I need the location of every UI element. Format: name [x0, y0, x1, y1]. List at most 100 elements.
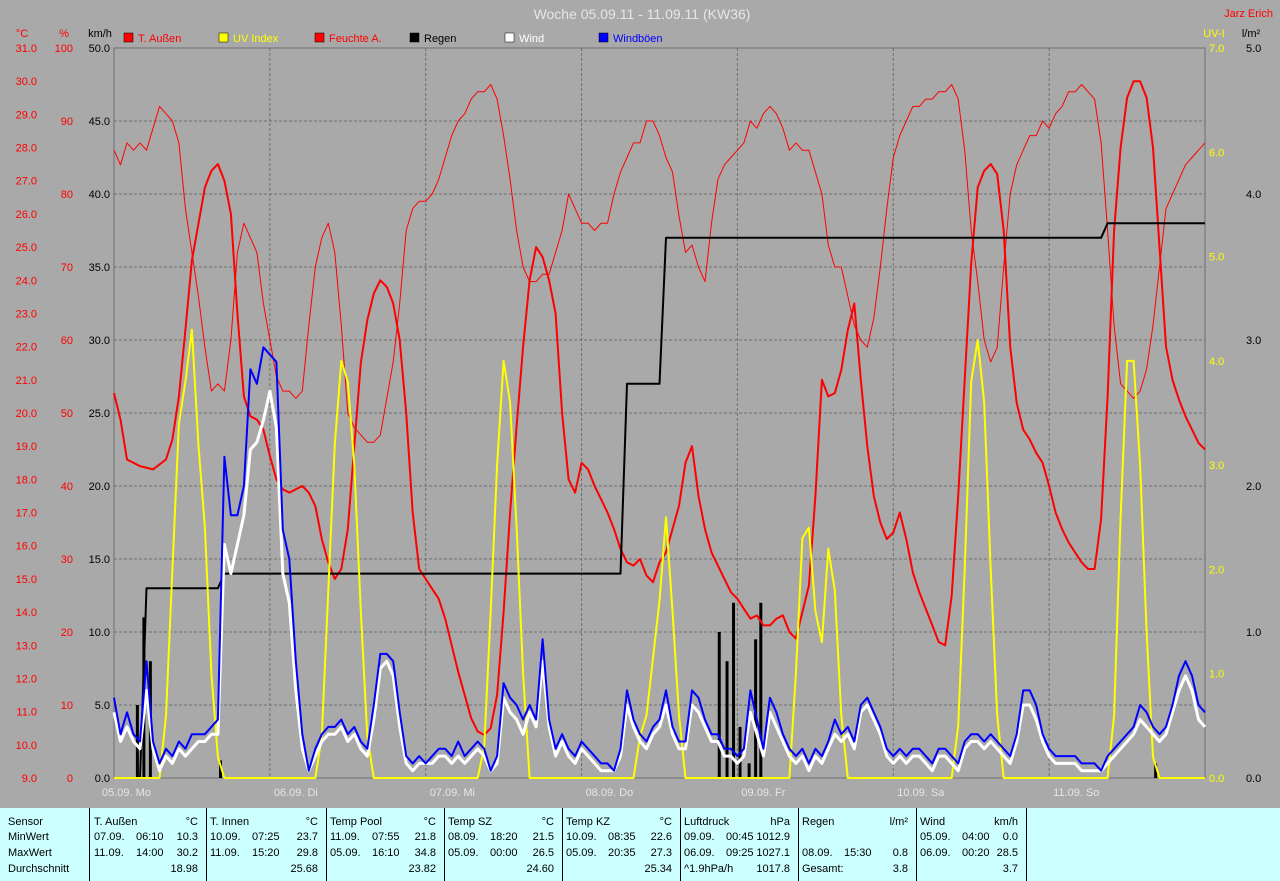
rain-bar — [135, 705, 139, 778]
rain-bar — [725, 661, 729, 778]
stats-date: 10.09. — [210, 831, 241, 843]
stats-average: 24.60 — [526, 863, 554, 875]
stats-unit: °C — [305, 816, 318, 828]
stats-time: 16:10 — [372, 847, 400, 859]
tick-temp: 14.0 — [16, 607, 37, 619]
tick-rain: 3.0 — [1246, 335, 1261, 347]
stats-date: 08.09. — [448, 831, 479, 843]
stats-average: 25.34 — [644, 863, 672, 875]
author-label: Jarz Erich — [1224, 8, 1273, 20]
stats-date: 06.09. — [920, 847, 951, 859]
tick-temp: 13.0 — [16, 640, 37, 652]
tick-temp: 28.0 — [16, 143, 37, 155]
legend-swatch — [123, 32, 134, 43]
stats-value: 27.3 — [650, 847, 672, 859]
unit-label-uv: UV-I — [1203, 28, 1224, 40]
legend-label: Wind — [519, 33, 544, 45]
tick-temp: 20.0 — [16, 408, 37, 420]
stats-unit: l/m² — [889, 816, 908, 828]
stats-sensor-name: Wind — [920, 816, 946, 828]
stats-value: 29.8 — [296, 847, 318, 859]
stats-value: 28.5 — [996, 847, 1018, 859]
stats-column-separator — [916, 808, 917, 881]
stats-time: 00:45 — [726, 831, 754, 843]
tick-wind: 30.0 — [89, 335, 110, 347]
tick-humidity: 60 — [61, 335, 73, 347]
tick-temp: 22.0 — [16, 342, 37, 354]
stats-date: 05.09. — [566, 847, 597, 859]
stats-sensor-name: Luftdruck — [684, 816, 730, 828]
tick-wind: 10.0 — [89, 627, 110, 639]
legend-label: Windböen — [613, 33, 663, 45]
series-line-uv-index — [114, 328, 1205, 779]
stats-sensor-name: Regen — [802, 816, 835, 828]
stats-time: 15:30 — [844, 847, 872, 859]
rain-bar — [747, 763, 751, 778]
stats-time: 06:10 — [136, 831, 164, 843]
stats-time: 00:20 — [962, 847, 990, 859]
tick-wind: 35.0 — [89, 262, 110, 274]
tick-rain: 4.0 — [1246, 189, 1261, 201]
legend-label: Regen — [424, 33, 456, 45]
stats-time: 15:20 — [252, 847, 280, 859]
stats-average: 3.8 — [892, 863, 908, 875]
stats-average: 18.98 — [170, 863, 198, 875]
legend-label: UV Index — [233, 33, 279, 45]
stats-date: 05.09. — [448, 847, 479, 859]
tick-humidity: 10 — [61, 700, 73, 712]
stats-avg-label: Gesamt: — [802, 863, 844, 875]
stats-time: 00:00 — [490, 847, 518, 859]
legend-swatch — [598, 32, 609, 43]
tick-humidity: 30 — [61, 554, 73, 566]
tick-day: 10.09. Sa — [897, 787, 945, 799]
rain-bar — [732, 602, 736, 778]
stats-avg-label: ^1.9hPa/h — [684, 863, 734, 875]
tick-temp: 25.0 — [16, 242, 37, 254]
tick-uv: 3.0 — [1209, 460, 1224, 472]
stats-unit: °C — [185, 816, 198, 828]
tick-humidity: 90 — [61, 116, 73, 128]
series-line-regen — [114, 222, 1205, 779]
tick-day: 08.09. Do — [586, 787, 634, 799]
stats-time: 08:35 — [608, 831, 636, 843]
stats-sensor-name: Temp KZ — [566, 816, 611, 828]
stats-date: 08.09. — [802, 847, 833, 859]
tick-temp: 26.0 — [16, 209, 37, 221]
tick-day: 06.09. Di — [274, 787, 318, 799]
tick-uv: 7.0 — [1209, 43, 1224, 55]
tick-temp: 23.0 — [16, 308, 37, 320]
tick-wind: 20.0 — [89, 481, 110, 493]
tick-temp: 18.0 — [16, 474, 37, 486]
stats-value: 10.3 — [176, 831, 198, 843]
stats-sensor-name: Temp Pool — [330, 816, 382, 828]
chart-title: Woche 05.09.11 - 11.09.11 (KW36) — [534, 6, 751, 22]
stats-column-separator — [444, 808, 445, 881]
stats-value: 23.7 — [296, 831, 318, 843]
stats-time: 18:20 — [490, 831, 518, 843]
series-line-wind — [112, 389, 1207, 773]
tick-wind: 25.0 — [89, 408, 110, 420]
stats-value: 1027.1 — [756, 847, 790, 859]
tick-temp: 10.0 — [16, 740, 37, 752]
tick-humidity: 40 — [61, 481, 73, 493]
tick-humidity: 0 — [67, 773, 73, 785]
stats-column-separator — [326, 808, 327, 881]
tick-rain: 5.0 — [1246, 43, 1261, 55]
tick-temp: 30.0 — [16, 76, 37, 88]
stats-value: 30.2 — [176, 847, 198, 859]
stats-time: 07:55 — [372, 831, 400, 843]
tick-uv: 6.0 — [1209, 147, 1224, 159]
stats-value: 21.5 — [532, 831, 554, 843]
stats-date: 07.09. — [94, 831, 125, 843]
tick-temp: 15.0 — [16, 574, 37, 586]
tick-rain: 0.0 — [1246, 773, 1261, 785]
stats-value: 21.8 — [414, 831, 436, 843]
legend-swatch — [504, 32, 515, 43]
stats-time: 09:25 — [726, 847, 754, 859]
tick-temp: 9.0 — [22, 773, 37, 785]
unit-label-left: °C — [16, 28, 28, 40]
tick-temp: 21.0 — [16, 375, 37, 387]
stats-average: 1017.8 — [756, 863, 790, 875]
stats-row-label: MaxWert — [8, 847, 52, 859]
stats-row-label: Sensor — [8, 816, 43, 828]
